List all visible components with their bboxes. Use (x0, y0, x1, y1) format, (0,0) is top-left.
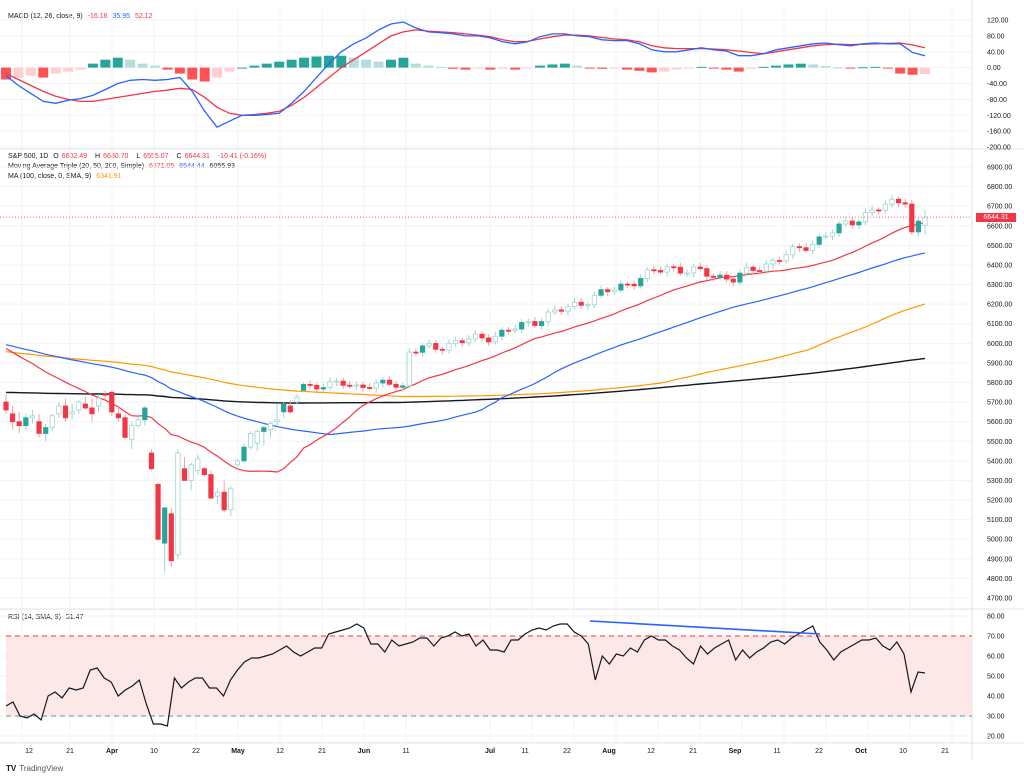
time-tick: 11 (402, 748, 410, 755)
time-tick: 11 (773, 748, 781, 755)
svg-text:6200.00: 6200.00 (987, 302, 1012, 309)
time-tick: 11 (521, 748, 529, 755)
svg-text:5200.00: 5200.00 (987, 498, 1012, 505)
time-tick: Oct (855, 748, 867, 755)
time-tick: Jun (357, 748, 371, 755)
svg-text:5800.00: 5800.00 (987, 380, 1012, 387)
grid-lines (0, 10, 972, 742)
time-tick: Sep (728, 748, 742, 755)
rsi-divergence-trendline (589, 620, 821, 635)
svg-text:70.00: 70.00 (987, 634, 1005, 641)
pane-separators (0, 0, 1024, 760)
svg-text:5100.00: 5100.00 (987, 517, 1012, 524)
svg-text:6400.00: 6400.00 (987, 262, 1012, 269)
svg-text:6700.00: 6700.00 (987, 204, 1012, 211)
open-value: O 6602.49 (53, 153, 88, 160)
svg-text:-80.00: -80.00 (987, 97, 1007, 104)
macd-title: MACD (12, 26, close, 9) (8, 13, 83, 20)
svg-text:60.00: 60.00 (987, 654, 1005, 661)
rsi-title[interactable]: RSI (14, SMA, 9) (8, 614, 61, 621)
svg-text:5600.00: 5600.00 (987, 419, 1012, 426)
time-tick: 22 (563, 748, 571, 755)
time-tick: 22 (192, 748, 200, 755)
ma100-title[interactable]: MA (100, close, 0, SMA, 9) (8, 173, 92, 180)
svg-text:-40.00: -40.00 (987, 81, 1007, 88)
time-tick: Aug (602, 748, 616, 755)
svg-text:5300.00: 5300.00 (987, 478, 1012, 485)
time-tick: Jul (484, 748, 496, 755)
symbol-label[interactable]: S&P 500, 1D (8, 153, 49, 160)
svg-text:-160.00: -160.00 (987, 129, 1011, 136)
time-tick: 10 (899, 748, 907, 755)
svg-text:-120.00: -120.00 (987, 113, 1011, 120)
svg-text:6900.00: 6900.00 (987, 165, 1012, 172)
rsi-legend: RSI (14, SMA, 9) 51.47 (8, 613, 86, 623)
time-tick: 12 (647, 748, 655, 755)
svg-text:6600.00: 6600.00 (987, 223, 1012, 230)
time-tick: 21 (941, 748, 949, 755)
close-value: C 6644.31 (176, 153, 210, 160)
svg-text:6800.00: 6800.00 (987, 184, 1012, 191)
svg-text:6100.00: 6100.00 (987, 321, 1012, 328)
time-tick: 12 (25, 748, 33, 755)
svg-text:-200.00: -200.00 (987, 145, 1011, 152)
svg-text:5000.00: 5000.00 (987, 537, 1012, 544)
svg-text:4800.00: 4800.00 (987, 576, 1012, 583)
ma100-row: MA (100, close, 0, SMA, 9) 6341.91 (8, 172, 269, 182)
time-tick: 22 (815, 748, 823, 755)
time-tick: 21 (318, 748, 326, 755)
svg-text:40.00: 40.00 (987, 694, 1005, 701)
time-tick: Apr (105, 748, 119, 755)
ohlc-row: S&P 500, 1D O 6602.49 H 6680.70 L 6555.07 C… (8, 152, 269, 162)
macd-legend: MACD (12, 26, close, 9) -16.16 35.95 52.… (8, 12, 155, 22)
rsi-pane (5, 620, 972, 727)
current-price-tag: 6644.31 (976, 213, 1016, 222)
change-value: -10.41 (-0.16%) (217, 153, 267, 160)
svg-text:40.00: 40.00 (987, 49, 1005, 56)
time-tick: 21 (689, 748, 697, 755)
tradingview-brand[interactable]: TV TradingView (6, 764, 63, 773)
svg-text:80.00: 80.00 (987, 614, 1005, 621)
svg-text:80.00: 80.00 (987, 33, 1005, 40)
svg-text:120.00: 120.00 (987, 18, 1009, 25)
svg-text:5700.00: 5700.00 (987, 400, 1012, 407)
svg-text:4900.00: 4900.00 (987, 556, 1012, 563)
svg-text:6500.00: 6500.00 (987, 243, 1012, 250)
brand-name: TradingView (19, 764, 64, 773)
svg-text:6300.00: 6300.00 (987, 282, 1012, 289)
svg-text:0.00: 0.00 (987, 65, 1001, 72)
time-tick: May (231, 748, 245, 755)
svg-text:5500.00: 5500.00 (987, 439, 1012, 446)
svg-text:50.00: 50.00 (987, 674, 1005, 681)
svg-text:5900.00: 5900.00 (987, 360, 1012, 367)
macd-line-value: 35.95 (112, 13, 130, 20)
svg-text:5400.00: 5400.00 (987, 458, 1012, 465)
macd-histogram-value: -16.16 (87, 13, 108, 20)
svg-text:6000.00: 6000.00 (987, 341, 1012, 348)
time-tick: 12 (276, 748, 284, 755)
price-pane (0, 195, 972, 573)
svg-text:20.00: 20.00 (987, 734, 1005, 741)
high-value: H 6680.70 (95, 153, 129, 160)
low-value: L 6555.07 (136, 153, 169, 160)
time-tick: 10 (150, 748, 158, 755)
tradingview-logo-icon: TV (6, 764, 17, 773)
rsi-value: 51.47 (65, 614, 84, 621)
price-axis: 120.00 80.00 40.00 0.00 -40.00 -80.00 -120.00 -… (987, 18, 1012, 741)
svg-text:4700.00: 4700.00 (987, 596, 1012, 603)
time-tick: 21 (66, 748, 74, 755)
ma100-value: 6341.91 (96, 173, 122, 180)
svg-text:30.00: 30.00 (987, 714, 1005, 721)
macd-signal-value: 52.12 (134, 13, 153, 20)
macd-pane (1, 21, 930, 129)
